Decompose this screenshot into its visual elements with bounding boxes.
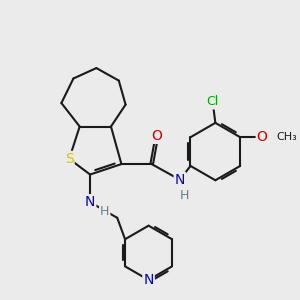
Text: H: H (100, 205, 110, 218)
Text: O: O (152, 129, 162, 143)
Text: N: N (143, 273, 154, 287)
Text: O: O (257, 130, 268, 144)
Text: H: H (179, 189, 189, 202)
Text: N: N (175, 173, 185, 187)
Text: N: N (85, 195, 95, 209)
Text: S: S (65, 152, 74, 166)
Text: CH₃: CH₃ (277, 132, 298, 142)
Text: Cl: Cl (207, 95, 219, 109)
